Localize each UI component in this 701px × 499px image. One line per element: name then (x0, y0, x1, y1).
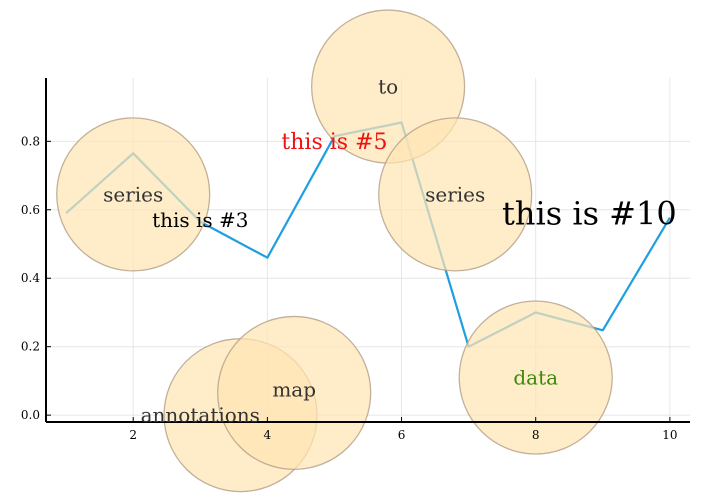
y-tick-label: 0.6 (21, 203, 40, 217)
y-tick-label: 0.8 (21, 134, 40, 148)
x-tick-label: 10 (662, 428, 677, 442)
annotation-label: map (272, 377, 316, 401)
y-tick-label: 0.2 (21, 340, 40, 354)
annotation-label: series (103, 182, 163, 206)
y-tick-label: 0.4 (21, 271, 40, 285)
y-tick-label: 0.0 (21, 408, 40, 422)
axes (45, 78, 690, 423)
marker-circle (56, 117, 211, 272)
annotation-label: to (378, 75, 398, 99)
tick-labels: 2 4 6 8 10 0.0 0.2 0.4 0.6 0.8 (21, 134, 678, 442)
marker-circle (378, 117, 533, 272)
marker-circle (458, 300, 613, 455)
x-tick-label: 2 (129, 428, 137, 442)
annotation-label: this is #5 (281, 130, 387, 155)
annotation-label: data (513, 366, 558, 390)
x-tick-label: 6 (398, 428, 406, 442)
x-tick-label: 8 (532, 428, 540, 442)
markers-group (56, 9, 613, 493)
annotation-label: series (425, 182, 485, 206)
annotation-label: this is #10 (502, 194, 677, 232)
marker-circle (217, 315, 372, 471)
x-tick-label: 4 (264, 428, 272, 442)
annotation-label: annotations (141, 403, 260, 427)
annotation-label: this is #3 (152, 208, 248, 232)
